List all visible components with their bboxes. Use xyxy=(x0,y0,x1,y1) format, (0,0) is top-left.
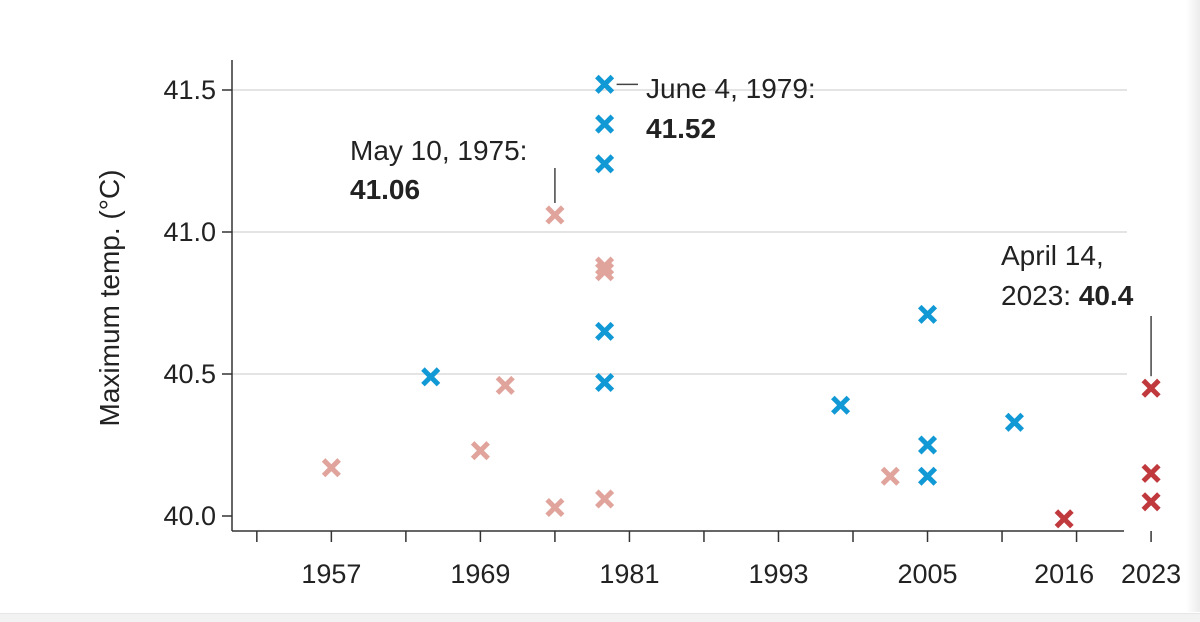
annotation-april-2023-label-line1: April 14, xyxy=(1001,240,1104,271)
x-tick-label: 2023 xyxy=(1121,559,1181,589)
x-axis-ticks: 1957 1969 1981 1993 2005 2016 2023 xyxy=(256,531,1181,589)
data-point-pink xyxy=(321,458,341,478)
marker-stroke xyxy=(595,154,615,174)
data-point-pink xyxy=(545,497,565,518)
window-edge xyxy=(1186,0,1200,612)
marker-stroke xyxy=(595,74,615,94)
data-point-pink xyxy=(545,205,565,225)
y-tick-label: 41.5 xyxy=(163,75,216,105)
axes xyxy=(231,60,1124,532)
marker-stroke xyxy=(595,372,615,393)
marker-stroke xyxy=(1054,509,1074,529)
marker-stroke xyxy=(470,441,490,461)
y-tick-label: 40.0 xyxy=(163,501,216,531)
data-point-blue xyxy=(595,74,615,94)
marker-stroke xyxy=(917,435,938,455)
marker-stroke xyxy=(595,262,615,282)
data-point-red xyxy=(1141,463,1161,483)
gridlines xyxy=(232,89,1127,375)
scatter-chart: 40.0 40.5 41.0 41.5 1957 1969 1981 1993 2005 201… xyxy=(94,60,1181,589)
marker-stroke xyxy=(831,395,851,415)
annotation-april-2023-year: 2023: xyxy=(1001,280,1079,311)
marker-stroke xyxy=(1141,378,1161,398)
data-point-blue xyxy=(831,395,851,415)
data-point-blue xyxy=(917,466,938,486)
marker-stroke xyxy=(595,321,615,341)
data-point-red xyxy=(1054,509,1074,529)
data-point-pink xyxy=(495,375,515,395)
marker-stroke xyxy=(1004,412,1024,432)
data-point-red xyxy=(1141,492,1161,512)
annotations: June 4, 1979: 41.52 May 10, 1975: 41.06 … xyxy=(350,73,1152,377)
annotation-june-1979-label: June 4, 1979: xyxy=(646,73,816,104)
marker-stroke xyxy=(545,205,565,225)
marker-stroke xyxy=(595,114,615,134)
data-point-blue xyxy=(917,304,938,324)
data-point-pink xyxy=(595,489,615,509)
marker-stroke xyxy=(545,497,565,518)
data-points xyxy=(321,74,1161,529)
annotation-april-2023-value: 40.4 xyxy=(1079,280,1134,311)
annotation-may-1975-label: May 10, 1975: xyxy=(350,135,527,166)
marker-stroke xyxy=(917,304,938,324)
marker-stroke xyxy=(1141,492,1161,512)
y-axis-title: Maximum temp. (°C) xyxy=(94,170,125,427)
marker-stroke xyxy=(1141,463,1161,483)
data-point-blue xyxy=(917,435,938,455)
annotation-april-2023-label-line2: 2023: 40.4 xyxy=(1001,280,1134,311)
x-tick-label: 1981 xyxy=(599,559,659,589)
data-point-pink xyxy=(595,262,615,282)
window-bottom-edge xyxy=(0,613,1200,622)
marker-stroke xyxy=(421,367,441,387)
data-point-red xyxy=(1141,378,1161,398)
data-point-pink xyxy=(880,466,900,486)
y-tick-label: 41.0 xyxy=(163,217,216,247)
marker-stroke xyxy=(917,466,938,486)
x-tick-label: 1957 xyxy=(301,559,361,589)
data-point-blue xyxy=(595,372,615,393)
marker-stroke xyxy=(880,466,900,486)
y-tick-label: 40.5 xyxy=(163,359,216,389)
data-point-pink xyxy=(470,441,490,461)
annotation-may-1975-value: 41.06 xyxy=(350,174,420,205)
x-tick-label: 1993 xyxy=(748,559,808,589)
marker-stroke xyxy=(595,489,615,509)
data-point-blue xyxy=(1004,412,1024,432)
data-point-blue xyxy=(595,114,615,134)
annotation-june-1979-value: 41.52 xyxy=(646,113,716,144)
marker-stroke xyxy=(495,375,515,395)
x-tick-label: 2016 xyxy=(1034,559,1094,589)
x-tick-label: 2005 xyxy=(897,559,957,589)
y-axis-ticks: 40.0 40.5 41.0 41.5 xyxy=(163,75,232,531)
data-point-blue xyxy=(421,367,441,387)
data-point-blue xyxy=(595,321,615,341)
marker-stroke xyxy=(321,458,341,478)
data-point-blue xyxy=(595,154,615,174)
x-tick-label: 1969 xyxy=(450,559,510,589)
